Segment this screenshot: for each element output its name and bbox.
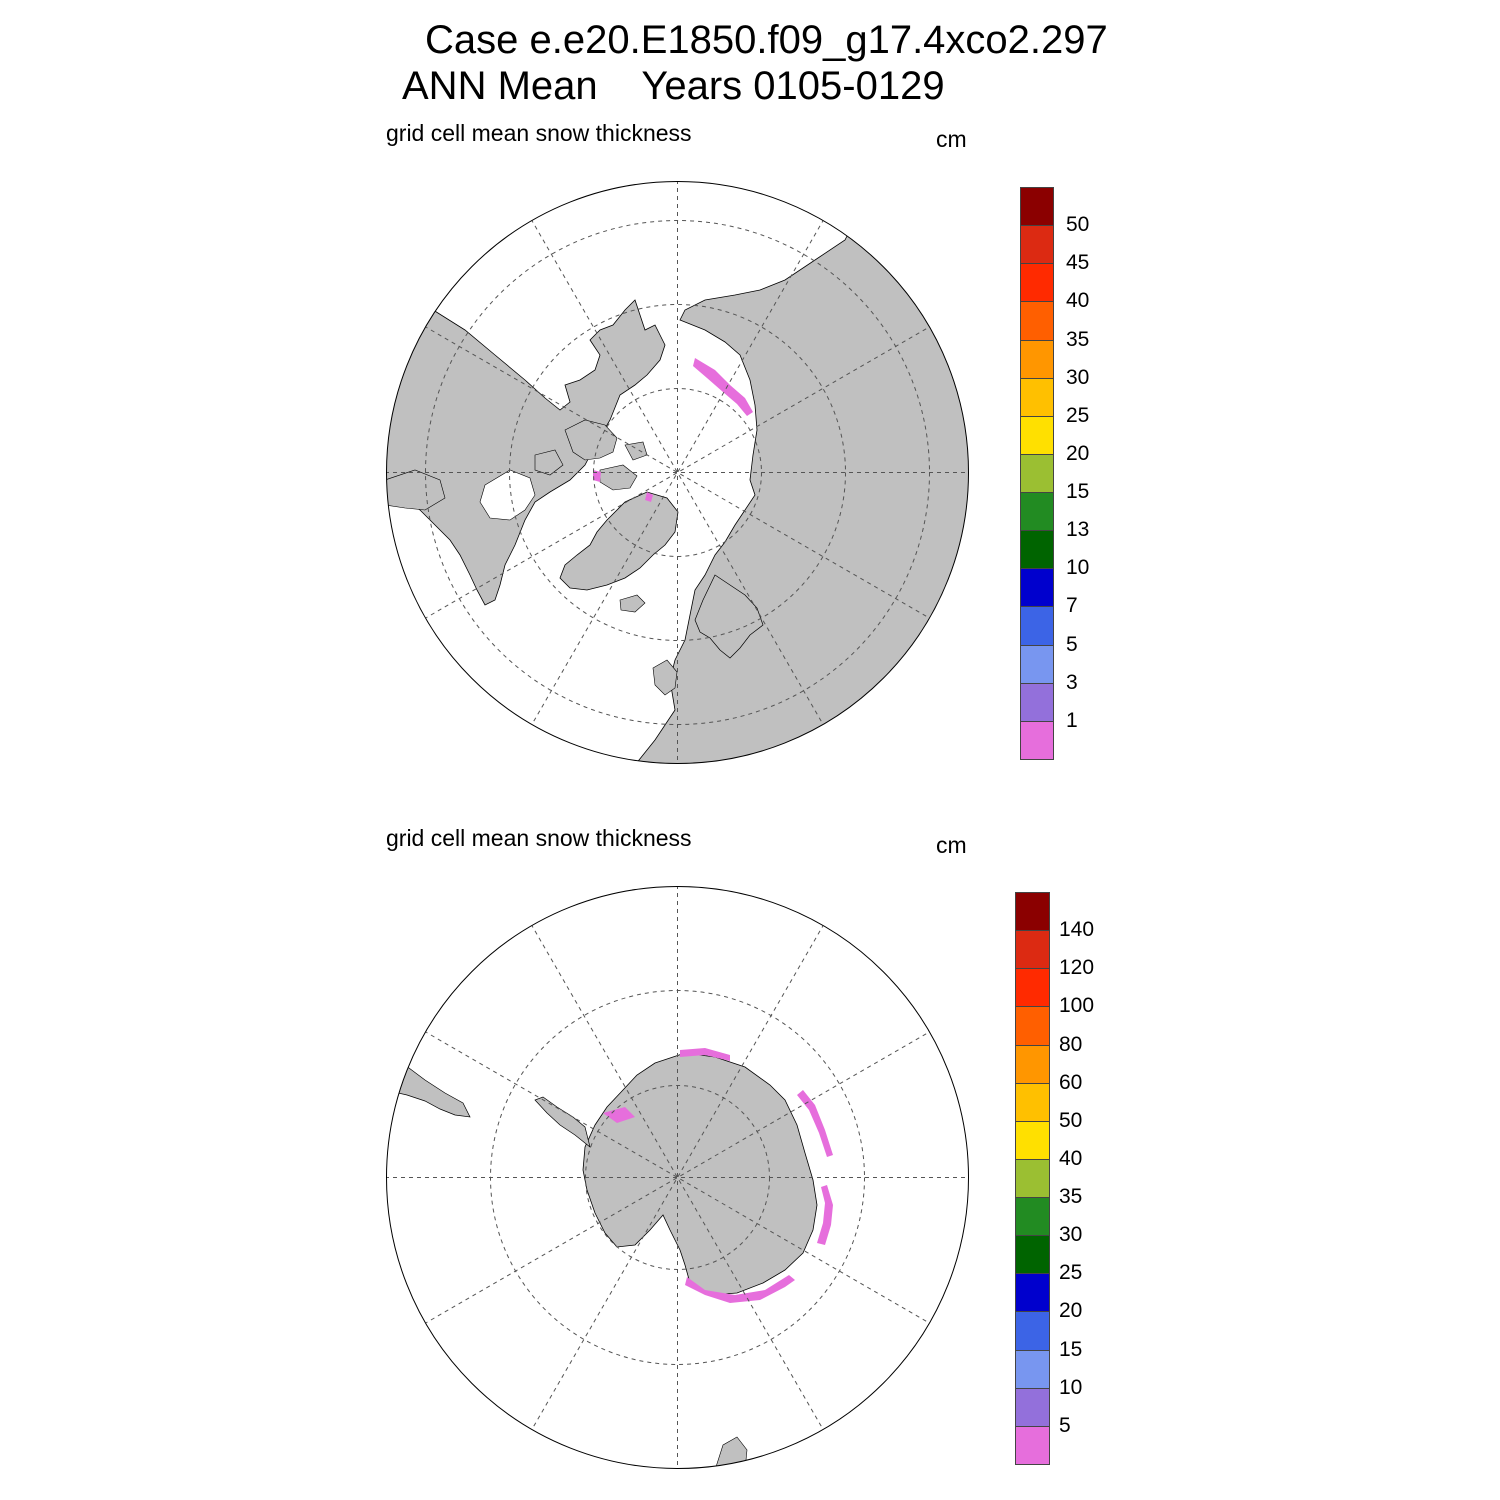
south-colorbar-tick-label: 120 <box>1059 956 1095 980</box>
south-colorbar-swatch <box>1015 1197 1050 1237</box>
north-colorbar-tick-label: 15 <box>1066 480 1090 504</box>
antarctica <box>582 1052 818 1296</box>
north-colorbar-swatch <box>1020 339 1054 379</box>
north-colorbar-tick-label: 45 <box>1066 251 1090 275</box>
south-colorbar-swatch <box>1015 1387 1050 1427</box>
north-colorbar-swatch <box>1020 682 1054 722</box>
south-colorbar-tick-label: 25 <box>1059 1261 1083 1285</box>
north-field-label: grid cell mean snow thickness <box>386 120 692 146</box>
antarctic-peninsula <box>534 1096 591 1148</box>
south-colorbar-tick-label: 35 <box>1059 1185 1083 1209</box>
south-colorbar-tick-label: 10 <box>1059 1375 1083 1399</box>
south-colorbar-swatch <box>1015 1158 1050 1199</box>
north-colorbar-tick-label: 7 <box>1066 594 1078 618</box>
north-polar-map <box>386 181 969 764</box>
south-colorbar-swatch <box>1015 1425 1050 1465</box>
north-colorbar-swatch <box>1020 263 1054 303</box>
north-colorbar-tick-label: 50 <box>1066 213 1090 237</box>
south-colorbar-tick-label: 30 <box>1059 1223 1083 1247</box>
north-colorbar-tick-label: 30 <box>1066 365 1090 389</box>
north-colorbar-swatch <box>1020 492 1054 532</box>
south-field-label: grid cell mean snow thickness <box>386 825 692 851</box>
south-colorbar-tick-label: 50 <box>1059 1108 1083 1132</box>
north-colorbar-tick-label: 20 <box>1066 441 1090 465</box>
south-colorbar-swatch <box>1015 1235 1050 1275</box>
snow-segment-bellingshausen <box>603 1107 635 1123</box>
snow-segment-east2 <box>817 1185 833 1245</box>
south-colorbar-tick-label: 20 <box>1059 1299 1083 1323</box>
south-colorbar-swatch <box>1015 1120 1050 1160</box>
north-colorbar-tick-label: 3 <box>1066 670 1078 694</box>
snow-band-siberia <box>693 358 753 416</box>
south-colorbar-tick-label: 60 <box>1059 1070 1083 1094</box>
north-unit-label: cm <box>936 126 967 152</box>
south-colorbar-tick-label: 15 <box>1059 1337 1083 1361</box>
north-colorbar-tick-label: 40 <box>1066 289 1090 313</box>
south-colorbar-swatch <box>1015 1082 1050 1122</box>
figure-title-line2: ANN Mean Years 0105-0129 <box>402 64 945 108</box>
greenland <box>559 491 679 591</box>
scandinavia <box>694 574 764 659</box>
south-colorbar: 140 120 100 80 60 50 40 35 30 25 20 15 10 5 <box>1015 892 1125 1465</box>
north-colorbar-swatch <box>1020 225 1054 265</box>
south-colorbar-tick-label: 80 <box>1059 1032 1083 1056</box>
north-colorbar-swatch <box>1020 644 1054 684</box>
snow-segment-ross <box>685 1275 795 1303</box>
north-colorbar-swatch <box>1020 187 1054 227</box>
north-colorbar-swatch <box>1020 720 1054 760</box>
south-colorbar-swatch <box>1015 1044 1050 1084</box>
south-colorbar-tick-label: 100 <box>1059 994 1095 1018</box>
north-colorbar-tick-label: 13 <box>1066 518 1090 542</box>
south-colorbar-swatch <box>1015 968 1050 1008</box>
snow-segment-east <box>797 1090 833 1157</box>
south-polar-map <box>386 886 969 1469</box>
figure-title-line1: Case e.e20.E1850.f09_g17.4xco2.297 <box>425 18 1108 62</box>
north-america-landmass <box>386 299 666 606</box>
north-colorbar-tick-label: 1 <box>1066 708 1078 732</box>
north-colorbar-tick-label: 35 <box>1066 327 1090 351</box>
south-colorbar-swatch <box>1015 1273 1050 1313</box>
south-colorbar-tick-label: 140 <box>1059 918 1095 942</box>
south-colorbar-swatch <box>1015 1311 1050 1351</box>
north-colorbar-swatch <box>1020 377 1054 417</box>
north-colorbar-swatch <box>1020 568 1054 608</box>
north-colorbar-swatch <box>1020 301 1054 341</box>
north-colorbar-swatch <box>1020 606 1054 646</box>
north-colorbar-tick-label: 5 <box>1066 632 1078 656</box>
north-colorbar-swatch <box>1020 453 1054 494</box>
north-colorbar: 50 45 40 35 30 25 20 15 13 10 7 5 3 1 <box>1020 187 1120 760</box>
north-colorbar-tick-label: 25 <box>1066 403 1090 427</box>
south-colorbar-tick-label: 40 <box>1059 1146 1083 1170</box>
south-colorbar-swatch <box>1015 892 1050 932</box>
south-colorbar-tick-label: 5 <box>1059 1413 1071 1437</box>
south-unit-label: cm <box>936 832 967 858</box>
snow-segment-weddell <box>680 1048 730 1061</box>
north-colorbar-swatch <box>1020 530 1054 570</box>
british-isles <box>652 659 678 696</box>
iceland <box>619 594 646 613</box>
snow-patch-canada <box>593 470 653 502</box>
north-colorbar-tick-label: 10 <box>1066 556 1090 580</box>
south-colorbar-swatch <box>1015 1006 1050 1046</box>
north-colorbar-swatch <box>1020 415 1054 455</box>
south-colorbar-swatch <box>1015 930 1050 970</box>
south-colorbar-swatch <box>1015 1349 1050 1389</box>
